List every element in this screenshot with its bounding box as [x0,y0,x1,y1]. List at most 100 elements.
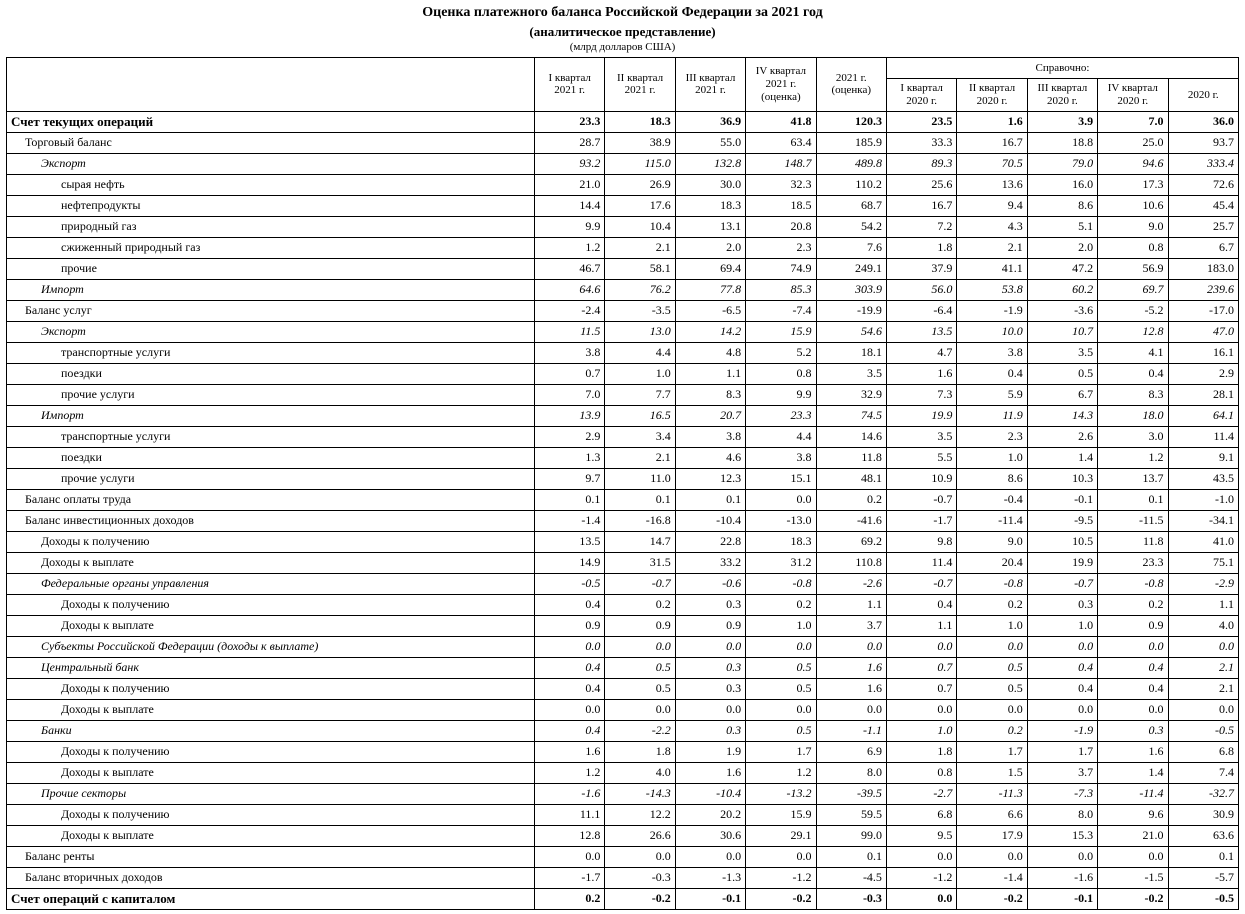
cell-value: -1.9 [957,300,1027,321]
cell-value: 36.0 [1168,111,1239,132]
row-label: Импорт [7,405,535,426]
cell-value: 2.9 [534,426,604,447]
row-label: Доходы к получению [7,804,535,825]
cell-value: 33.3 [886,132,956,153]
row-label: Импорт [7,279,535,300]
cell-value: 56.0 [886,279,956,300]
table-row: Центральный банк0.40.50.30.51.60.70.50.4… [7,657,1239,678]
title-block: Оценка платежного баланса Российской Фед… [6,4,1239,55]
cell-value: 0.4 [957,363,1027,384]
cell-value: 55.0 [675,132,745,153]
cell-value: -16.8 [605,510,675,531]
cell-value: 4.0 [1168,615,1239,636]
cell-value: 0.0 [534,699,604,720]
cell-value: -3.5 [605,300,675,321]
cell-value: 21.0 [534,174,604,195]
cell-value: 0.1 [605,489,675,510]
cell-value: 5.5 [886,447,956,468]
cell-value: 20.8 [746,216,816,237]
cell-value: 72.6 [1168,174,1239,195]
cell-value: -0.8 [957,573,1027,594]
cell-value: 1.1 [886,615,956,636]
table-row: Баланс оплаты труда0.10.10.10.00.2-0.7-0… [7,489,1239,510]
cell-value: -0.6 [675,573,745,594]
cell-value: -11.4 [957,510,1027,531]
cell-value: 63.4 [746,132,816,153]
cell-value: 10.5 [1027,531,1097,552]
cell-value: 41.0 [1168,531,1239,552]
cell-value: 22.8 [675,531,745,552]
cell-value: 0.2 [605,594,675,615]
cell-value: 3.5 [886,426,956,447]
cell-value: 7.6 [816,237,886,258]
cell-value: 1.0 [746,615,816,636]
cell-value: 63.6 [1168,825,1239,846]
cell-value: 9.9 [534,216,604,237]
col-header: 2021 г. (оценка) [816,58,886,111]
cell-value: -3.6 [1027,300,1097,321]
cell-value: 0.9 [605,615,675,636]
col-header: IV квартал 2020 г. [1098,79,1168,111]
cell-value: 0.0 [886,699,956,720]
cell-value: 16.5 [605,405,675,426]
cell-value: 0.0 [1098,846,1168,867]
cell-value: 1.3 [534,447,604,468]
row-label: Счет текущих операций [7,111,535,132]
cell-value: 9.5 [886,825,956,846]
cell-value: 23.3 [1098,552,1168,573]
cell-value: 16.7 [957,132,1027,153]
cell-value: 0.0 [675,699,745,720]
cell-value: -1.6 [1027,867,1097,888]
cell-value: 18.0 [1098,405,1168,426]
cell-value: 69.7 [1098,279,1168,300]
table-row: Субъекты Российской Федерации (доходы к … [7,636,1239,657]
cell-value: -1.7 [886,510,956,531]
cell-value: 0.1 [816,846,886,867]
cell-value: 0.5 [746,657,816,678]
cell-value: 1.2 [1098,447,1168,468]
cell-value: 0.0 [746,489,816,510]
col-header: IV квартал 2021 г. (оценка) [746,58,816,111]
cell-value: 9.9 [746,384,816,405]
cell-value: 15.9 [746,804,816,825]
col-header: II квартал 2021 г. [605,58,675,111]
cell-value: 11.5 [534,321,604,342]
cell-value: -0.3 [816,888,886,909]
cell-value: 93.7 [1168,132,1239,153]
cell-value: -2.7 [886,783,956,804]
cell-value: 0.5 [1027,363,1097,384]
cell-value: 6.8 [886,804,956,825]
cell-value: 8.3 [1098,384,1168,405]
cell-value: 76.2 [605,279,675,300]
cell-value: -1.2 [886,867,956,888]
cell-value: -6.5 [675,300,745,321]
cell-value: -11.3 [957,783,1027,804]
cell-value: -0.8 [1098,573,1168,594]
cell-value: 0.0 [886,888,956,909]
table-row: сырая нефть21.026.930.032.3110.225.613.6… [7,174,1239,195]
cell-value: 1.1 [816,594,886,615]
row-label: Торговый баланс [7,132,535,153]
cell-value: 94.6 [1098,153,1168,174]
row-label: Баланс ренты [7,846,535,867]
row-label: Баланс оплаты труда [7,489,535,510]
cell-value: 1.0 [1027,615,1097,636]
cell-value: 1.0 [886,720,956,741]
cell-value: 69.2 [816,531,886,552]
row-label: Доходы к получению [7,741,535,762]
cell-value: 32.3 [746,174,816,195]
cell-value: 15.3 [1027,825,1097,846]
cell-value: -14.3 [605,783,675,804]
cell-value: -1.3 [675,867,745,888]
cell-value: 54.2 [816,216,886,237]
cell-value: 0.0 [534,636,604,657]
cell-value: 20.2 [675,804,745,825]
col-header: II квартал 2020 г. [957,79,1027,111]
cell-value: 0.0 [1027,636,1097,657]
cell-value: -0.3 [605,867,675,888]
cell-value: 58.1 [605,258,675,279]
cell-value: 10.6 [1098,195,1168,216]
cell-value: 3.9 [1027,111,1097,132]
table-row: транспортные услуги2.93.43.84.414.63.52.… [7,426,1239,447]
cell-value: 14.7 [605,531,675,552]
